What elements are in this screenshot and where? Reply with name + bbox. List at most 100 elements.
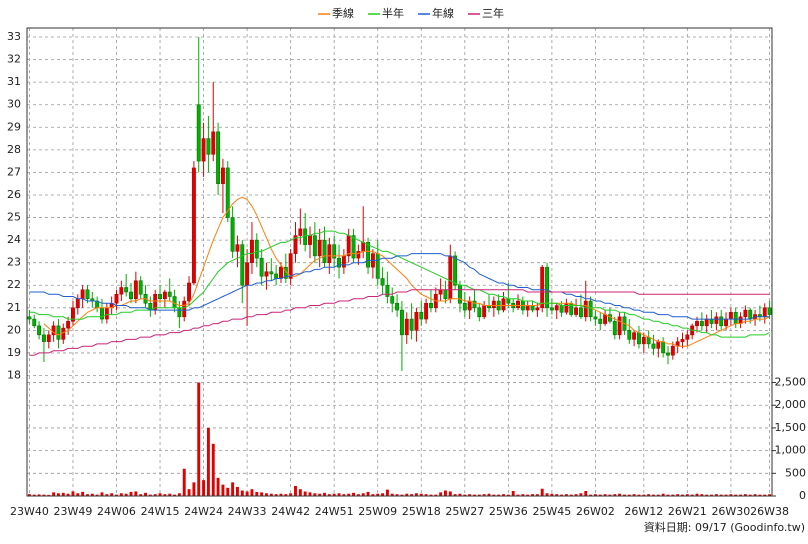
volume-bar [632,494,636,496]
candle-body [32,318,37,327]
volume-bar [110,493,114,496]
candle-body [559,305,564,313]
volume-bar [598,494,602,496]
x-tick-label: 26W21 [668,505,707,518]
candle-body [491,300,496,309]
volume-bar [173,494,176,496]
volume-bar [743,494,747,496]
volume-bar [105,494,109,496]
y-tick-label: 28 [7,143,21,156]
candle-body [574,307,579,315]
volume-bar [76,493,80,496]
volume-bar [119,493,123,496]
volume-bar [192,482,196,496]
volume-bar [516,494,520,496]
volume-bar [448,491,452,496]
volume-bar [763,494,767,496]
volume-bar [666,494,670,496]
candle-body [603,314,608,324]
volume-bar [753,494,757,496]
volume-bar [61,492,65,496]
candle-body [685,334,690,340]
volume-bar [637,494,641,496]
candle-body [61,327,66,340]
candle-body [351,235,356,259]
ma-line [29,253,770,320]
candle-body [419,312,424,320]
volume-bar [395,494,399,496]
volume-bar [124,493,128,496]
candle-body [545,266,549,309]
x-tick-label: 25W27 [445,505,484,518]
candle-body [728,312,733,320]
candle-body [216,131,221,184]
volume-bar [289,493,293,496]
candle-body [41,334,46,342]
volume-bar [714,494,718,496]
candle-body [177,307,182,318]
candle-body [767,307,772,315]
candle-body [308,235,312,245]
x-tick-label: 26W02 [576,505,615,518]
volume-bar [71,491,75,496]
volume-bar [47,494,51,496]
y-tick-label: 25 [7,211,21,224]
volume-bar [642,494,646,496]
volume-bar [482,494,486,496]
volume-bar [593,494,597,496]
candle-body [230,217,235,252]
candle-body [182,300,187,318]
volume-bar [153,494,157,496]
candle-body [225,167,230,218]
volume-bar [148,494,152,496]
volume-bar [221,484,225,496]
candle-body [530,305,535,311]
y2-tick-label: 2,000 [775,398,807,411]
volume-bar [502,494,505,496]
volume-bar [381,493,385,496]
volume-bar [245,491,249,496]
candle-body [695,321,699,327]
candle-body [462,303,467,311]
volume-bar [719,494,723,496]
candle-body [414,312,419,331]
candle-body [66,321,71,329]
volume-bar [453,494,457,496]
candle-body [448,255,453,300]
volume-bar [323,492,326,496]
candle-body [385,284,390,297]
source-note: 資料日期: 09/17 (Goodinfo.tw) [644,520,805,534]
candle-body [274,273,279,279]
volume-bar [690,494,694,496]
volume-bar [695,493,699,496]
y-tick-label: 21 [7,301,21,314]
volume-bar [627,494,631,496]
volume-bar [52,492,56,496]
volume-bar [511,491,515,496]
y-tick-label: 18 [7,368,21,381]
volume-bar [366,491,370,496]
volume-bar [139,494,143,496]
volume-bar [86,494,89,496]
candle-body [191,167,196,284]
x-tick-label: 25W45 [532,505,571,518]
candle-body [245,262,250,286]
candle-body [361,242,366,252]
x-tick-label: 24W42 [271,505,310,518]
y-tick-label: 32 [7,53,21,66]
volume-bar [42,494,46,496]
volume-bar [734,494,738,496]
candle-body [332,244,337,259]
volume-bar [269,493,273,496]
volume-bar [27,494,31,496]
volume-bar [376,493,380,496]
candle-body [627,330,632,340]
volume-bar [211,443,215,496]
volume-bar [327,494,331,496]
candle-body [80,289,85,300]
volume-bar [216,477,220,496]
volume-bar [163,494,167,496]
volume-bar [303,491,307,496]
candle-body [288,253,293,279]
volume-bar [497,494,501,496]
